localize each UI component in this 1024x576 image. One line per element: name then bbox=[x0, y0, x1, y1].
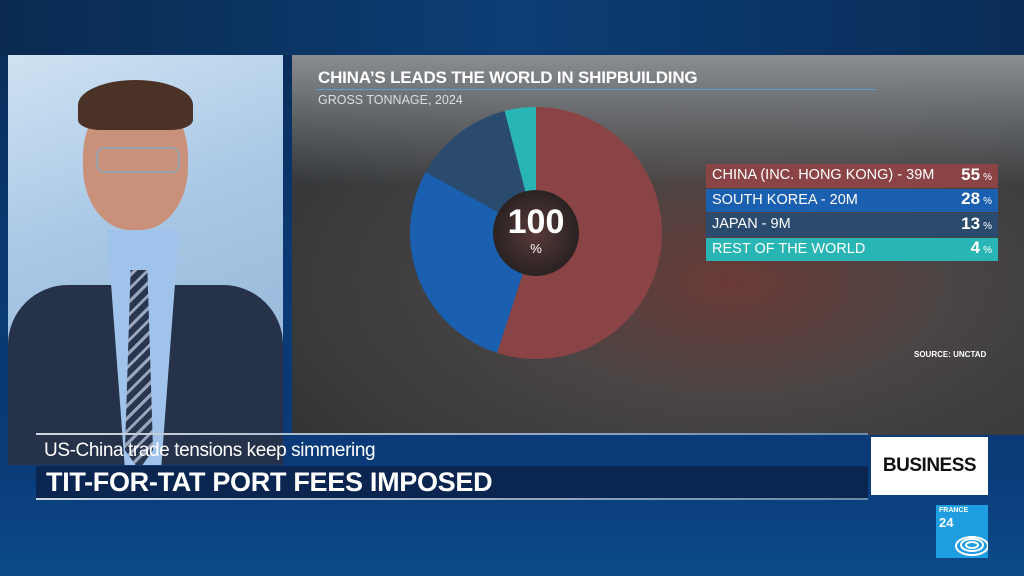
legend-unit: % bbox=[983, 196, 992, 208]
lower-third-headline: TIT-FOR-TAT PORT FEES IMPOSED bbox=[46, 467, 493, 497]
france24-logo: FRANCE 24 bbox=[936, 505, 988, 558]
logo-line2: 24 bbox=[939, 515, 954, 530]
legend-value: 4 bbox=[970, 238, 981, 258]
lower-third-bottom-rule bbox=[36, 498, 868, 500]
lower-third-kicker: US-China trade tensions keep simmering bbox=[44, 440, 376, 461]
chart-subtitle: GROSS TONNAGE, 2024 bbox=[318, 93, 463, 107]
legend-unit: % bbox=[983, 171, 992, 183]
presenter-glasses bbox=[96, 147, 180, 173]
legend-label: SOUTH KOREA - 20M bbox=[712, 191, 858, 208]
legend-unit: % bbox=[983, 245, 992, 257]
legend-value: 55 bbox=[961, 164, 981, 184]
title-rule bbox=[316, 89, 876, 90]
donut-hole bbox=[493, 190, 579, 276]
logo-waves-icon bbox=[955, 536, 988, 556]
logo-line1: FRANCE bbox=[939, 507, 969, 514]
legend: CHINA (INC. HONG KONG) - 39M 55% SOUTH K… bbox=[706, 164, 998, 262]
legend-item-china: CHINA (INC. HONG KONG) - 39M 55% bbox=[706, 164, 998, 188]
legend-label: JAPAN - 9M bbox=[712, 216, 791, 233]
legend-label: REST OF THE WORLD bbox=[712, 240, 866, 257]
presenter-hair bbox=[78, 80, 193, 130]
legend-item-south-korea: SOUTH KOREA - 20M 28% bbox=[706, 188, 998, 212]
top-band bbox=[0, 0, 1024, 55]
chart-source: SOURCE: UNCTAD bbox=[914, 350, 987, 359]
section-label: BUSINESS bbox=[882, 455, 977, 476]
legend-value: 13 bbox=[961, 213, 981, 233]
lower-third-top-rule bbox=[36, 433, 868, 435]
legend-item-rest-of-world: REST OF THE WORLD 4% bbox=[706, 237, 998, 261]
chart-title: CHINA’S LEADS THE WORLD IN SHIPBUILDING bbox=[318, 68, 698, 87]
legend-label: CHINA (INC. HONG KONG) - 39M bbox=[712, 167, 935, 184]
presenter-tie bbox=[125, 270, 153, 465]
legend-value: 28 bbox=[961, 189, 981, 209]
legend-unit: % bbox=[983, 220, 992, 232]
center-value: 100 bbox=[507, 203, 565, 241]
legend-item-japan: JAPAN - 9M 13% bbox=[706, 213, 998, 237]
presenter-video bbox=[8, 55, 283, 465]
headline-bar bbox=[36, 466, 868, 498]
section-badge: BUSINESS bbox=[871, 437, 988, 495]
donut-slice-0 bbox=[497, 107, 662, 359]
center-unit: % bbox=[530, 241, 542, 256]
